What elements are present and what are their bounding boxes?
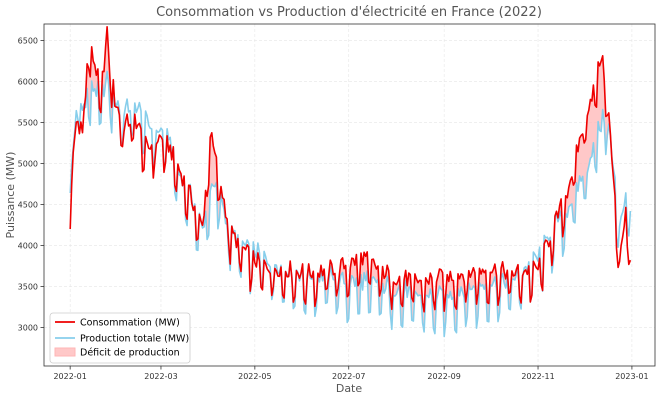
- y-axis-label: Puissance (MW): [4, 152, 17, 239]
- x-tick-label: 2022-07: [332, 372, 365, 381]
- y-tick-label: 5000: [18, 159, 38, 168]
- y-tick-label: 5500: [18, 118, 38, 127]
- x-axis: 2022-01 2022-03 2022-05 2022-07 2022-09 2022-…: [53, 366, 649, 381]
- deficit-area: [551, 55, 611, 273]
- x-axis-label: Date: [336, 382, 363, 395]
- legend: Consommation (MW) Production totale (MW)…: [49, 312, 191, 364]
- legend-label-production: Production totale (MW): [80, 334, 189, 345]
- legend-swatch-deficit: [54, 347, 76, 357]
- plot-frame: [43, 23, 656, 367]
- legend-label-consumption: Consommation (MW): [80, 318, 180, 329]
- legend-box: [49, 312, 191, 364]
- y-tick-label: 4500: [18, 200, 38, 209]
- x-tick-label: 2022-09: [427, 372, 460, 381]
- plot-area: [69, 26, 632, 338]
- x-tick-label: 2023-01: [615, 372, 648, 381]
- chart-title: Consommation vs Production d'électricité…: [156, 5, 542, 20]
- y-tick-label: 4000: [18, 241, 38, 250]
- legend-label-deficit: Déficit de production: [80, 348, 180, 359]
- y-axis: 3000 3500 4000 4500 5000 5500 6000 6500: [18, 36, 44, 332]
- y-tick-label: 6500: [18, 36, 38, 45]
- y-tick-label: 6000: [18, 77, 38, 86]
- x-tick-label: 2022-11: [521, 372, 554, 381]
- x-tick-label: 2022-01: [53, 372, 86, 381]
- x-tick-label: 2022-03: [144, 372, 177, 381]
- series-line-consumption: [69, 26, 632, 313]
- y-tick-label: 3500: [18, 282, 38, 291]
- x-tick-label: 2022-05: [238, 372, 271, 381]
- y-tick-label: 3000: [18, 323, 38, 332]
- deficit-area: [85, 26, 114, 133]
